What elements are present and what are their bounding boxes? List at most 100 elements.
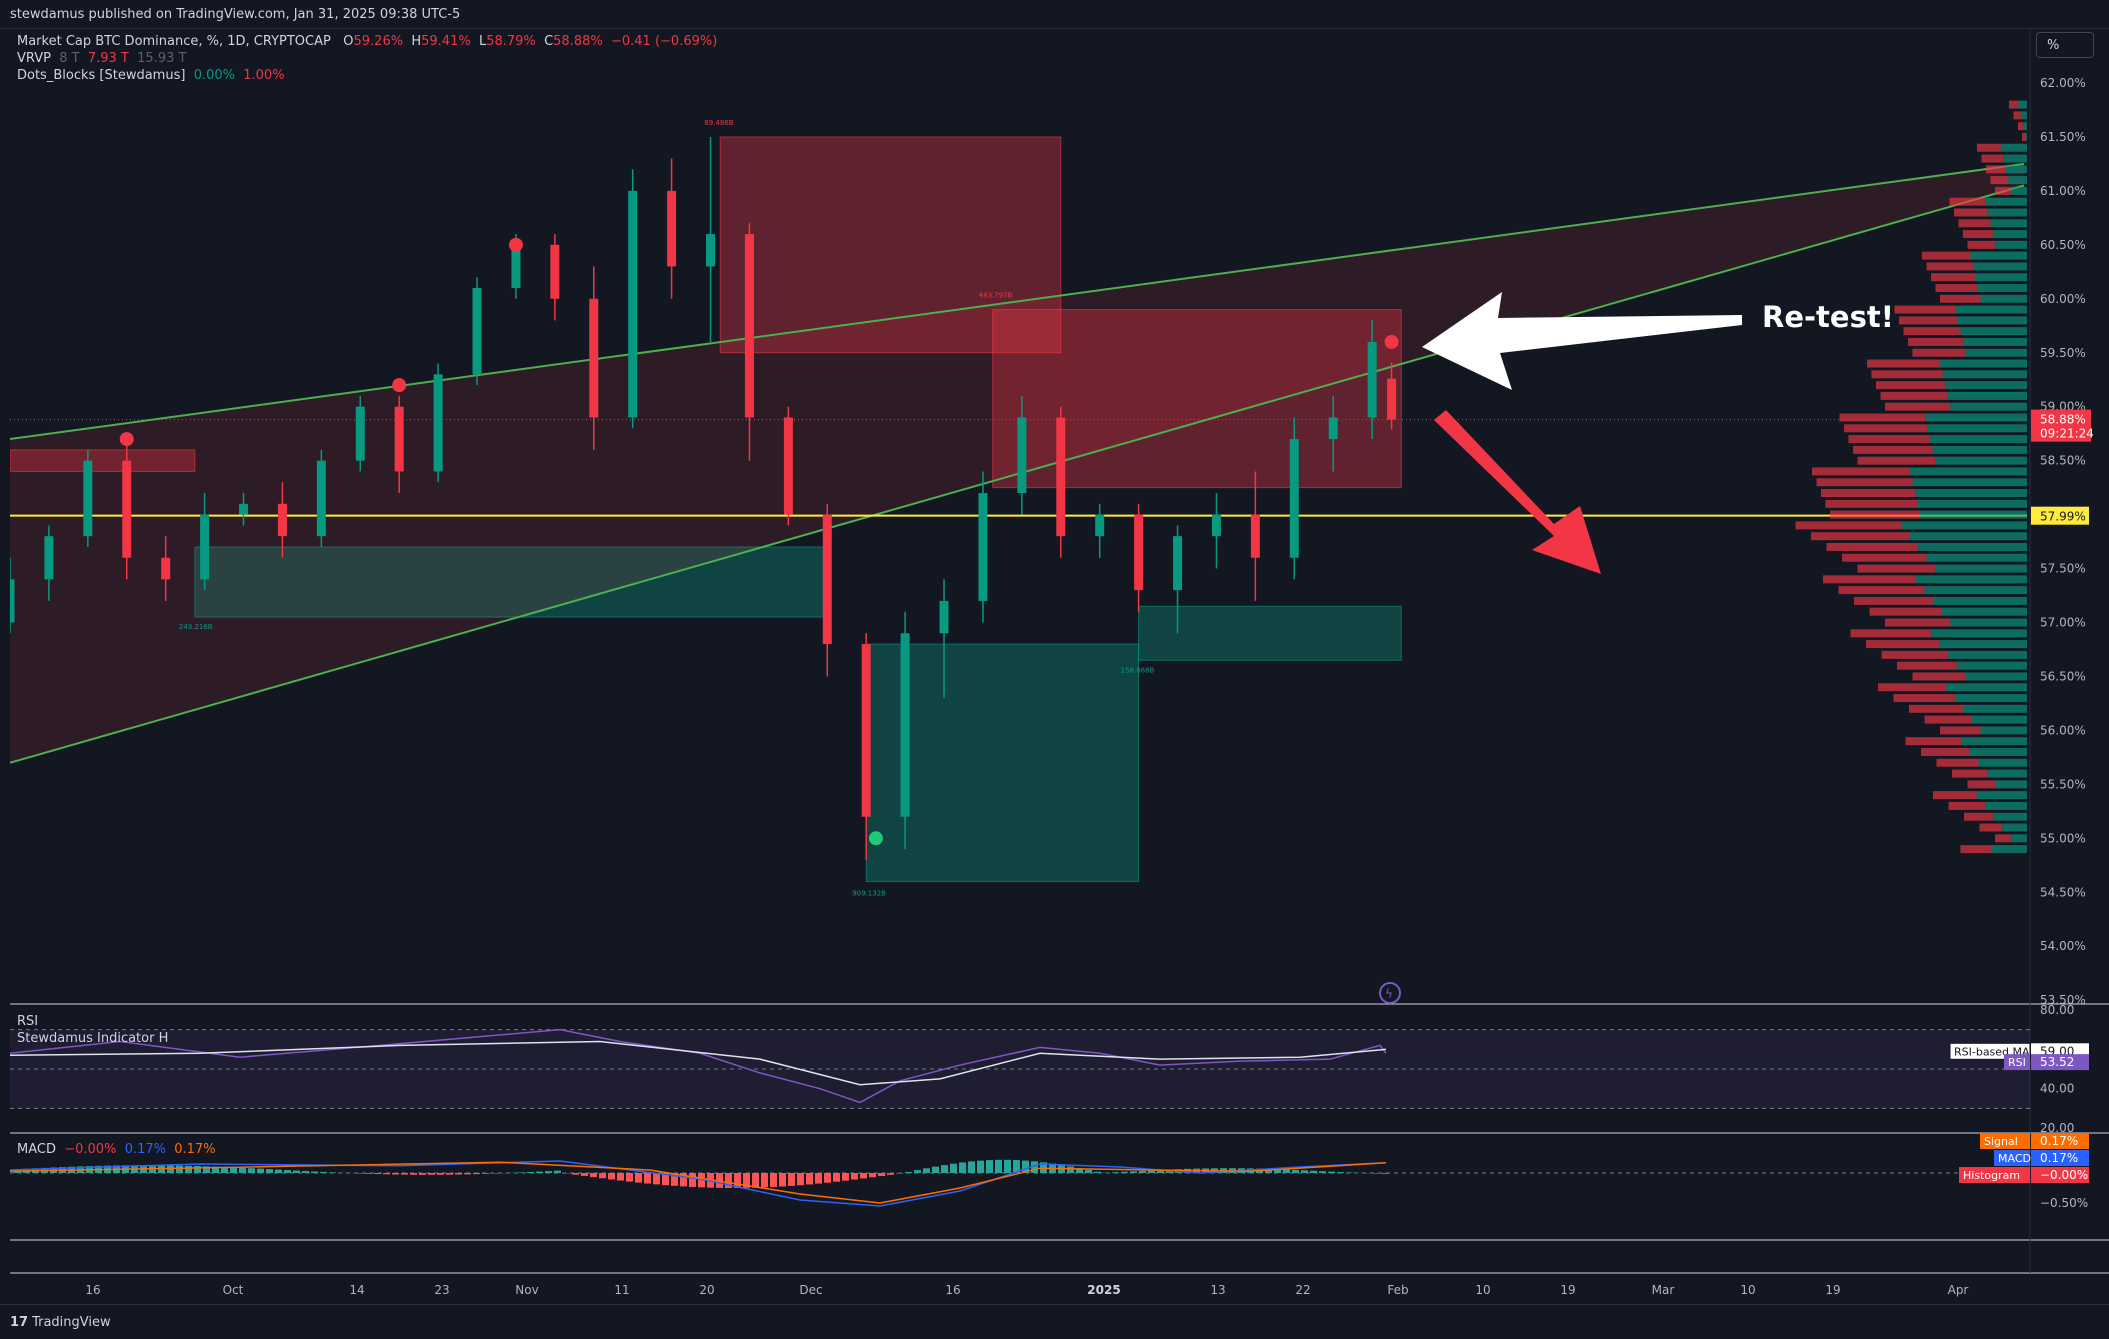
macd-value: 0.17% (2040, 1151, 2078, 1165)
candle-body[interactable] (589, 299, 598, 418)
macd-histogram-bar (1067, 1166, 1074, 1173)
volume-profile-bar-down (1821, 489, 1915, 497)
candle-body[interactable] (1387, 379, 1396, 420)
macd-histogram-bar (896, 1173, 903, 1174)
macd-histogram-bar (1112, 1172, 1119, 1173)
symbol-legend[interactable]: Market Cap BTC Dominance, %, 1D, CRYPTOC… (17, 34, 717, 49)
macd-histogram-bar (887, 1173, 894, 1175)
candle-body[interactable] (823, 515, 832, 644)
time-tick-label: Apr (1948, 1283, 1969, 1297)
volume-profile-bar-down (1991, 176, 2009, 184)
macd-panel[interactable] (10, 1160, 2030, 1206)
volume-profile-bar-down (1908, 338, 1963, 346)
candle-body[interactable] (1017, 417, 1026, 493)
tradingview-logo-icon: 17 (10, 1315, 28, 1330)
volume-profile-bar-down (1913, 672, 1966, 680)
candle-body[interactable] (1329, 417, 1338, 439)
candle-body[interactable] (550, 245, 559, 299)
macd-histogram-bar (410, 1173, 417, 1175)
time-tick-label: 14 (349, 1283, 364, 1297)
price-tick-label: 55.00% (2040, 831, 2086, 845)
volume-profile-bar-down (1952, 770, 1987, 778)
macd-histogram-bar (626, 1173, 633, 1182)
macd-legend[interactable]: MACD −0.00% 0.17% 0.17% (17, 1142, 216, 1157)
macd-legend-value-1: −0.00% (64, 1142, 116, 1157)
candle-body[interactable] (628, 191, 637, 418)
macd-histogram-bar (1094, 1172, 1101, 1173)
candle-body[interactable] (200, 515, 209, 580)
time-tick-label: Nov (515, 1283, 538, 1297)
candle-body[interactable] (784, 417, 793, 514)
macd-histogram-bar (329, 1172, 336, 1173)
volume-profile-bar-down (1963, 230, 1993, 238)
high-label: H (411, 34, 421, 49)
candle-body[interactable] (239, 504, 248, 515)
candle-body[interactable] (395, 407, 404, 472)
down-arrow-red (1434, 410, 1601, 574)
volume-profile-bar-down (1894, 694, 1955, 702)
candle-body[interactable] (161, 558, 170, 580)
candle-body[interactable] (1173, 536, 1182, 590)
volume-profile-bar-down (1811, 532, 1910, 540)
signal-dot[interactable] (869, 831, 883, 845)
rsi-panel[interactable] (10, 1030, 2030, 1109)
candle-body[interactable] (862, 644, 871, 817)
candle-body[interactable] (745, 234, 754, 417)
candle-body[interactable] (1368, 342, 1377, 418)
candle-body[interactable] (1095, 515, 1104, 537)
signal-dot[interactable] (1385, 335, 1399, 349)
volume-profile-bar-up (2003, 155, 2030, 163)
price-tick-label: 60.50% (2040, 238, 2086, 252)
macd-histogram-bar (239, 1168, 246, 1173)
volume-profile-bar-down (1986, 165, 2006, 173)
macd-histogram-bar (905, 1172, 912, 1173)
candle-body[interactable] (122, 461, 131, 558)
block-volume-label: 89.486B (704, 119, 733, 127)
candle-body[interactable] (1134, 515, 1143, 591)
price-tick-label: 55.50% (2040, 777, 2086, 791)
volume-profile-bar-down (1904, 327, 1961, 335)
dots-blocks-legend[interactable]: Dots_Blocks [Stewdamus] 0.00% 1.00% (17, 68, 285, 83)
candle-body[interactable] (940, 601, 949, 633)
candle-body[interactable] (356, 407, 365, 461)
volume-profile-bar-up (1992, 845, 2030, 853)
volume-profile-bar-up (1935, 565, 2030, 573)
volume-profile-bar-down (1897, 662, 1957, 670)
rsi-value: 53.52 (2040, 1055, 2074, 1069)
volume-profile-bar-up (1925, 586, 2030, 594)
signal-dot[interactable] (392, 378, 406, 392)
candle-body[interactable] (83, 461, 92, 537)
candle-body[interactable] (44, 536, 53, 579)
brand-name: TradingView (32, 1315, 111, 1330)
rsi-legend[interactable]: RSI (17, 1014, 38, 1029)
volume-profile-bar-down (1842, 554, 1927, 562)
candle-body[interactable] (901, 633, 910, 816)
volume-profile-bar-down (1827, 543, 1919, 551)
percent-scale-button[interactable]: % (2036, 32, 2094, 58)
candle-body[interactable] (978, 493, 987, 601)
volume-profile-bar-down (1936, 284, 1979, 292)
stewdamus-indicator-legend[interactable]: Stewdamus Indicator H (17, 1031, 168, 1046)
chart-canvas[interactable]: 89.486B483.797B243.216B909.132B158.868B … (0, 0, 2109, 1304)
tradingview-brand[interactable]: 17 TradingView (10, 1315, 111, 1330)
candle-body[interactable] (1212, 515, 1221, 537)
macd-histogram-bar (1139, 1171, 1146, 1173)
candle-body[interactable] (434, 374, 443, 471)
candle-body[interactable] (278, 504, 287, 536)
signal-dot[interactable] (509, 238, 523, 252)
candle-body[interactable] (706, 234, 715, 266)
candle-body[interactable] (1290, 439, 1299, 558)
candle-body[interactable] (473, 288, 482, 374)
volume-profile-bar-down (1882, 651, 1949, 659)
candle-body[interactable] (667, 191, 676, 267)
candle-body[interactable] (317, 461, 326, 537)
countdown-value: 09:21:24 (2040, 427, 2094, 441)
volume-profile-bar-down (1961, 845, 1992, 853)
signal-dot[interactable] (120, 432, 134, 446)
candle-body[interactable] (6, 579, 15, 622)
volume-profile-bar-down (1940, 295, 1981, 303)
vrvp-legend[interactable]: VRVP 8 T 7.93 T 15.93 T (17, 51, 186, 66)
candle-body[interactable] (1056, 417, 1065, 536)
candle-body[interactable] (1251, 515, 1260, 558)
